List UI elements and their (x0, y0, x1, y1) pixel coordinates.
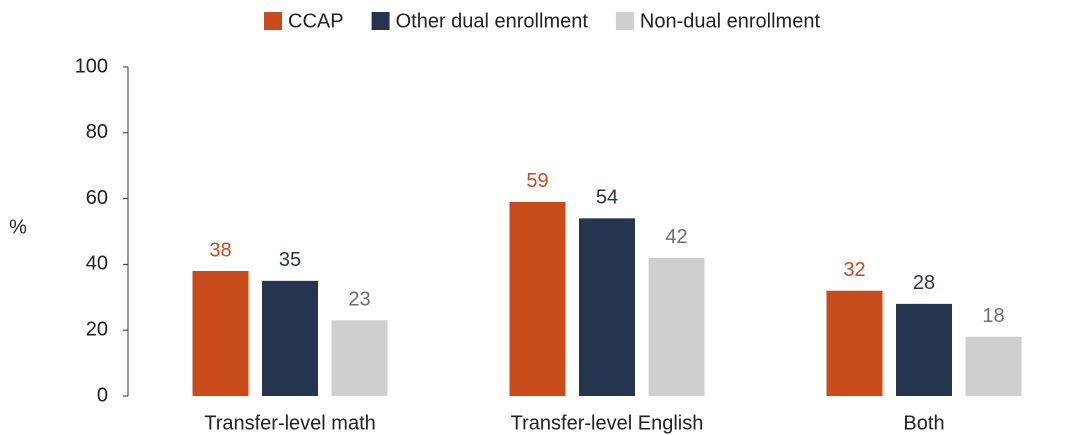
y-tick-label: 60 (86, 187, 108, 209)
value-label: 35 (279, 249, 301, 271)
y-tick-label: 0 (97, 384, 108, 406)
bar (579, 218, 635, 396)
bar (192, 270, 249, 396)
bar (965, 336, 1022, 396)
legend-label: CCAP (288, 10, 344, 32)
x-tick-label: Transfer-level English (511, 412, 704, 434)
value-label: 23 (348, 289, 370, 311)
y-tick-label: 40 (86, 253, 108, 275)
y-tick-label: 100 (75, 55, 108, 77)
y-axis-label: % (9, 216, 27, 238)
y-tick-label: 20 (86, 318, 108, 340)
legend-swatch (264, 12, 282, 30)
bar (896, 303, 952, 396)
bar (509, 201, 566, 396)
x-tick-label: Transfer-level math (204, 412, 376, 434)
value-label: 38 (209, 239, 231, 261)
value-label: 54 (596, 187, 618, 209)
bar (826, 290, 883, 396)
value-label: 59 (526, 170, 548, 192)
legend-label: Other dual enrollment (396, 10, 589, 32)
bar (331, 320, 388, 396)
bar (262, 280, 318, 396)
legend-swatch (371, 12, 390, 30)
value-label: 42 (665, 226, 687, 248)
value-label: 28 (913, 272, 935, 294)
legend-label: Non-dual enrollment (640, 10, 821, 32)
bar (648, 257, 705, 396)
value-label: 18 (982, 305, 1004, 327)
y-tick-label: 80 (86, 121, 108, 143)
x-tick-label: Both (903, 412, 944, 434)
value-label: 32 (843, 259, 865, 281)
legend-swatch (615, 12, 634, 30)
